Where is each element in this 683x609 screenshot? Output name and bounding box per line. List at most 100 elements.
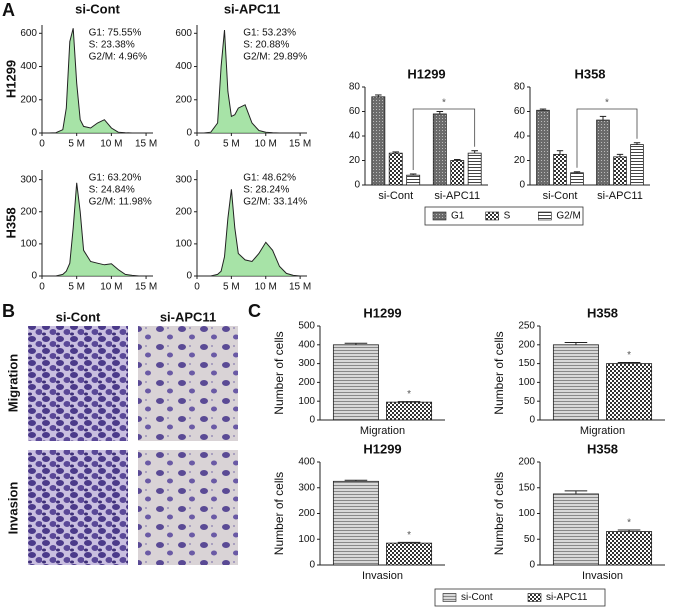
legend-label: si-APC11 <box>546 592 588 603</box>
significance: * <box>407 389 411 400</box>
bar <box>552 344 599 421</box>
y-tick-label: 50 <box>524 534 536 545</box>
y-tick-label: 0 <box>529 560 535 571</box>
y-tick-label: 300 <box>298 358 315 369</box>
y-tick-label: 600 <box>175 28 192 39</box>
y-tick-label: 50 <box>524 396 536 407</box>
chart-title: si-Cont <box>75 1 120 16</box>
y-tick-label: 150 <box>518 358 535 369</box>
significance: * <box>627 518 631 529</box>
annotation: G2/M: 11.98% <box>89 197 152 208</box>
y-tick-label: 400 <box>298 457 315 468</box>
y-tick-label: 200 <box>175 94 192 105</box>
y-tick-label: 400 <box>298 339 315 350</box>
y-tick-label: 400 <box>175 61 192 72</box>
y-tick-label: 0 <box>186 128 192 139</box>
chart-title: si-APC11 <box>224 1 280 16</box>
annotation: G2/M: 4.96% <box>89 52 147 63</box>
x-tick-label: 0 <box>194 282 200 293</box>
y-tick-label: 0 <box>519 180 525 191</box>
bar <box>386 542 433 566</box>
annotation: S: 20.88% <box>243 40 289 51</box>
panel-label: A <box>2 0 15 20</box>
y-tick-label: 200 <box>518 339 535 350</box>
y-tick-label: 0 <box>354 180 360 191</box>
y-tick-label: 300 <box>20 174 37 185</box>
x-tick-label: Invasion <box>362 570 403 582</box>
significance-bracket <box>412 108 476 170</box>
micrograph <box>138 326 238 441</box>
significance-bracket <box>576 108 638 168</box>
x-tick-label: si-Cont <box>543 190 578 202</box>
y-tick-label: 20 <box>349 155 361 166</box>
y-tick-label: 200 <box>298 377 315 388</box>
panel-label: C <box>248 301 261 321</box>
y-tick-label: 600 <box>20 28 37 39</box>
y-tick-label: 40 <box>349 131 361 142</box>
x-tick-label: 5 M <box>223 282 240 293</box>
bar <box>388 152 403 186</box>
legend-label: G2/M <box>556 211 580 222</box>
legend-box <box>424 206 584 226</box>
annotation: G1: 75.55% <box>89 28 142 39</box>
legend-label: G1 <box>451 211 465 222</box>
y-tick-label: 100 <box>175 239 192 250</box>
x-tick-label: 15 M <box>289 139 311 150</box>
y-axis-label: Number of cells <box>492 472 506 555</box>
chart-title: H358 <box>587 305 618 320</box>
bar <box>553 153 567 186</box>
x-tick-label: 10 M <box>255 139 277 150</box>
micrograph <box>28 450 128 565</box>
bar <box>332 480 379 566</box>
micrograph <box>138 450 238 565</box>
x-tick-label: Migration <box>580 425 625 437</box>
bar <box>332 344 379 421</box>
legend-swatch <box>442 593 457 602</box>
histogram-line <box>197 29 307 134</box>
chart-title: H1299 <box>363 441 401 456</box>
bar <box>613 156 627 186</box>
x-tick-label: 0 <box>194 139 200 150</box>
y-tick-label: 200 <box>20 94 37 105</box>
x-tick-label: 5 M <box>223 139 240 150</box>
y-axis-label: Number of cells <box>492 331 506 414</box>
row-label: Migration <box>5 354 20 413</box>
chart-title: H358 <box>574 66 605 81</box>
bar <box>630 144 644 186</box>
bar <box>552 493 599 566</box>
bar <box>536 109 550 186</box>
bar <box>406 174 421 186</box>
y-tick-label: 0 <box>31 128 37 139</box>
x-tick-label: 10 M <box>100 139 122 150</box>
area-fill <box>42 28 153 133</box>
chart-title: H1299 <box>407 66 445 81</box>
x-tick-label: 15 M <box>135 139 157 150</box>
y-tick-label: 150 <box>518 482 535 493</box>
legend-swatch <box>485 211 499 221</box>
panel-label: B <box>2 301 15 321</box>
significance: * <box>605 98 609 109</box>
annotation: G1: 63.20% <box>89 173 142 184</box>
y-tick-label: 0 <box>309 415 315 426</box>
row-label: Invasion <box>5 482 20 535</box>
y-tick-label: 100 <box>518 377 535 388</box>
significance: * <box>442 98 446 109</box>
x-tick-label: 0 <box>39 282 45 293</box>
annotation: S: 28.24% <box>243 185 289 196</box>
histogram-line <box>42 28 153 134</box>
y-tick-label: 400 <box>20 61 37 72</box>
significance: * <box>407 530 411 541</box>
y-tick-label: 80 <box>349 82 361 93</box>
y-axis-label: H1299 <box>3 60 18 98</box>
y-tick-label: 300 <box>175 174 192 185</box>
legend-label: S <box>504 211 511 222</box>
y-tick-label: 0 <box>31 271 37 282</box>
y-tick-label: 100 <box>298 534 315 545</box>
y-tick-label: 60 <box>514 106 526 117</box>
bar <box>386 401 433 421</box>
column-label: si-Cont <box>56 309 101 324</box>
bar <box>432 113 447 186</box>
annotation: G1: 53.23% <box>243 28 296 39</box>
significance: * <box>627 350 631 361</box>
